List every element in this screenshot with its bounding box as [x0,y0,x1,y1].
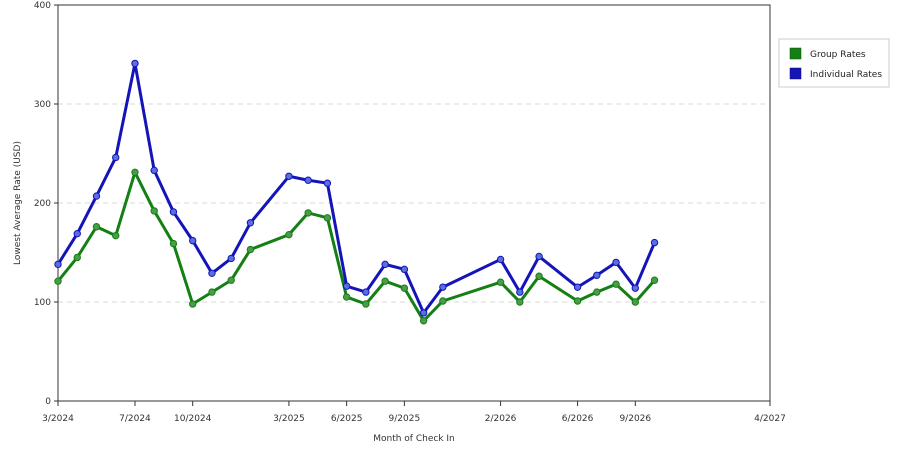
data-point-individual-rates[interactable] [131,59,139,68]
legend-label-group-rates: Group Rates [810,50,866,60]
data-point-individual-rates[interactable] [439,283,447,291]
legend-swatch-individual-rates [789,67,802,80]
x-tick-label: 7/2024 [119,414,151,424]
data-point-individual-rates[interactable] [92,192,101,200]
data-point-individual-rates[interactable] [612,258,620,267]
data-point-group-rates[interactable] [150,207,158,215]
x-tick-label: 4/2027 [754,414,786,424]
data-point-group-rates[interactable] [73,253,81,262]
data-point-individual-rates[interactable] [285,172,293,180]
axes-layer: 0 100 200 300 400 3/2024 7/2024 10/2024 3/2025 6/… [34,1,786,424]
data-point-group-rates[interactable] [573,297,582,305]
data-point-individual-rates[interactable] [419,309,428,317]
series-layer [54,59,659,325]
data-point-individual-rates[interactable] [54,260,62,269]
data-point-individual-rates[interactable] [381,260,389,269]
data-point-individual-rates[interactable] [496,255,505,264]
data-point-group-rates[interactable] [381,277,389,285]
data-point-group-rates[interactable] [535,272,543,280]
x-tick-label: 3/2025 [273,414,305,424]
data-point-individual-rates[interactable] [246,219,255,227]
data-point-individual-rates[interactable] [169,208,178,216]
y-tick-label: 300 [34,100,51,110]
data-point-group-rates[interactable] [227,276,235,284]
data-point-group-rates[interactable] [304,209,312,217]
data-point-group-rates[interactable] [612,280,620,288]
plot-frame [57,4,771,402]
y-axis-title: Lowest Average Rate (USD) [13,141,23,265]
x-tick-label: 10/2024 [174,414,212,424]
data-point-individual-rates[interactable] [189,236,197,245]
x-tick-label: 6/2026 [562,414,594,424]
data-point-individual-rates[interactable] [535,252,543,261]
data-point-group-rates[interactable] [169,239,178,248]
data-point-group-rates[interactable] [112,231,120,240]
data-point-group-rates[interactable] [362,300,370,308]
data-point-group-rates[interactable] [131,168,139,177]
series-line-individual-rates [56,61,656,315]
data-point-individual-rates[interactable] [150,166,158,175]
legend-swatch-group-rates [789,47,802,60]
data-point-group-rates[interactable] [54,277,62,285]
data-point-individual-rates[interactable] [593,271,601,279]
data-point-group-rates[interactable] [419,317,428,325]
data-point-individual-rates[interactable] [304,176,312,184]
x-tick-label: 9/2026 [619,414,651,424]
data-point-group-rates[interactable] [208,288,216,296]
series-line-group-rates [56,170,656,323]
data-point-group-rates[interactable] [285,230,293,239]
data-point-individual-rates[interactable] [112,153,120,162]
y-tick-label: 400 [34,1,51,11]
x-tick-label: 2/2026 [485,414,517,424]
x-tick-label: 9/2025 [389,414,421,424]
data-point-individual-rates[interactable] [516,288,524,296]
data-point-group-rates[interactable] [516,298,524,306]
data-point-individual-rates[interactable] [362,288,370,296]
data-point-group-rates[interactable] [92,223,101,231]
data-point-individual-rates[interactable] [631,284,639,292]
data-point-group-rates[interactable] [323,214,332,222]
legend: Group Rates Individual Rates [778,38,890,88]
legend-label-individual-rates: Individual Rates [810,70,882,80]
data-point-individual-rates[interactable] [400,265,409,274]
data-point-individual-rates[interactable] [650,238,659,247]
data-point-group-rates[interactable] [439,297,447,305]
data-point-group-rates[interactable] [342,293,351,301]
data-point-individual-rates[interactable] [227,254,235,263]
y-tick-label: 0 [45,397,51,407]
data-point-group-rates[interactable] [631,298,639,306]
y-tick-label: 100 [34,298,51,308]
data-point-individual-rates[interactable] [73,229,81,238]
data-point-group-rates[interactable] [189,300,197,308]
data-point-individual-rates[interactable] [208,269,216,277]
data-point-group-rates[interactable] [246,245,255,254]
grid-layer [58,103,770,303]
data-point-individual-rates[interactable] [342,282,351,290]
data-point-group-rates[interactable] [400,284,409,292]
data-point-group-rates[interactable] [593,288,601,296]
data-point-group-rates[interactable] [496,278,505,286]
data-point-individual-rates[interactable] [573,283,582,291]
x-tick-label: 3/2024 [42,414,74,424]
x-axis-title: Month of Check In [373,434,455,444]
x-tick-label: 6/2025 [331,414,363,424]
data-point-group-rates[interactable] [650,276,659,284]
y-tick-label: 200 [34,199,51,209]
data-point-individual-rates[interactable] [323,179,332,187]
